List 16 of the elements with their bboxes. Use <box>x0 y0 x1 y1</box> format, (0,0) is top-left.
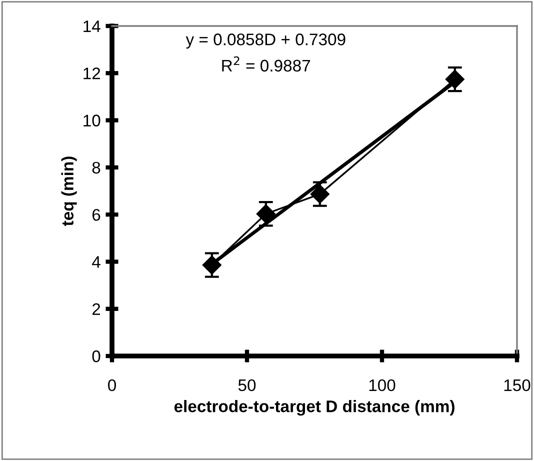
annotation: R$^{2}$ = 0.9887 <box>222 56 310 72</box>
y-tick-label: 10 <box>84 114 100 126</box>
y-tick-label: 0 <box>92 350 100 362</box>
y-tick-label: 14 <box>84 20 100 32</box>
y-tick-label: 4 <box>92 256 100 268</box>
x-tick-label: 100 <box>369 379 396 392</box>
x-tick-label: 150 <box>504 379 530 392</box>
y-tick-label: 2 <box>92 303 100 315</box>
y-axis-title: teq (min) <box>61 156 77 226</box>
x-tick-label: 50 <box>238 379 256 392</box>
y-tick-label: 8 <box>92 162 100 174</box>
annotation: y = 0.0858D + 0.7309 <box>186 34 346 49</box>
x-tick-label: 0 <box>108 379 116 392</box>
y-tick-label: 12 <box>84 68 100 80</box>
y-tick-label: 6 <box>92 208 100 221</box>
x-axis-title: electrode-to-target D distance (mm) <box>174 400 454 416</box>
